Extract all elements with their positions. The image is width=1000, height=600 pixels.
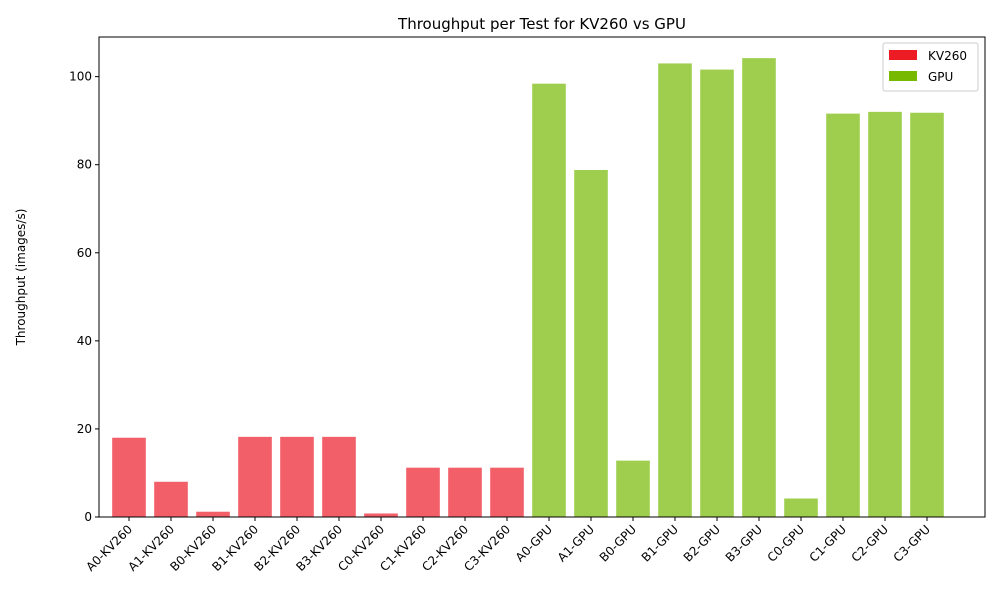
- bar-a1-gpu: [574, 169, 608, 517]
- bar-c3-kv260: [490, 467, 524, 517]
- bar-b1-gpu: [658, 63, 692, 517]
- bar-c0-gpu: [784, 498, 818, 517]
- y-tick-label: 100: [69, 70, 92, 84]
- y-axis-label: Throughput (images/s): [14, 209, 28, 347]
- bar-c1-kv260: [406, 467, 440, 517]
- bar-a0-kv260: [112, 437, 146, 517]
- bar-b0-kv260: [196, 511, 230, 517]
- bar-b2-gpu: [700, 69, 734, 517]
- y-axis: 0 20 40 60 80 100: [69, 70, 99, 524]
- bar-a1-kv260: [154, 481, 188, 517]
- bar-b0-gpu: [616, 460, 650, 517]
- bar-c0-kv260: [364, 513, 398, 517]
- bars-group: [112, 58, 944, 518]
- legend-swatch-kv260: [889, 50, 917, 60]
- y-tick-label: 60: [77, 246, 92, 260]
- bar-a0-gpu: [532, 83, 566, 518]
- y-tick-label: 20: [77, 422, 92, 436]
- plot-frame: [98, 36, 986, 518]
- legend-swatch-gpu: [889, 71, 917, 81]
- bar-c2-kv260: [448, 467, 482, 517]
- legend-label-gpu: GPU: [928, 70, 953, 84]
- y-tick-label: 40: [77, 334, 92, 348]
- bar-b2-kv260: [280, 436, 314, 517]
- bar-b3-kv260: [322, 436, 356, 517]
- y-tick-label: 80: [77, 158, 92, 172]
- bar-b3-gpu: [742, 58, 776, 518]
- bar-b1-kv260: [238, 436, 272, 517]
- chart-title: Throughput per Test for KV260 vs GPU: [397, 15, 686, 33]
- y-tick-label: 0: [84, 510, 92, 524]
- bar-c2-gpu: [868, 111, 902, 517]
- bar-c1-gpu: [826, 113, 860, 518]
- legend-label-kv260: KV260: [928, 49, 967, 63]
- legend: KV260 GPU: [882, 42, 979, 92]
- bar-c3-gpu: [910, 112, 944, 518]
